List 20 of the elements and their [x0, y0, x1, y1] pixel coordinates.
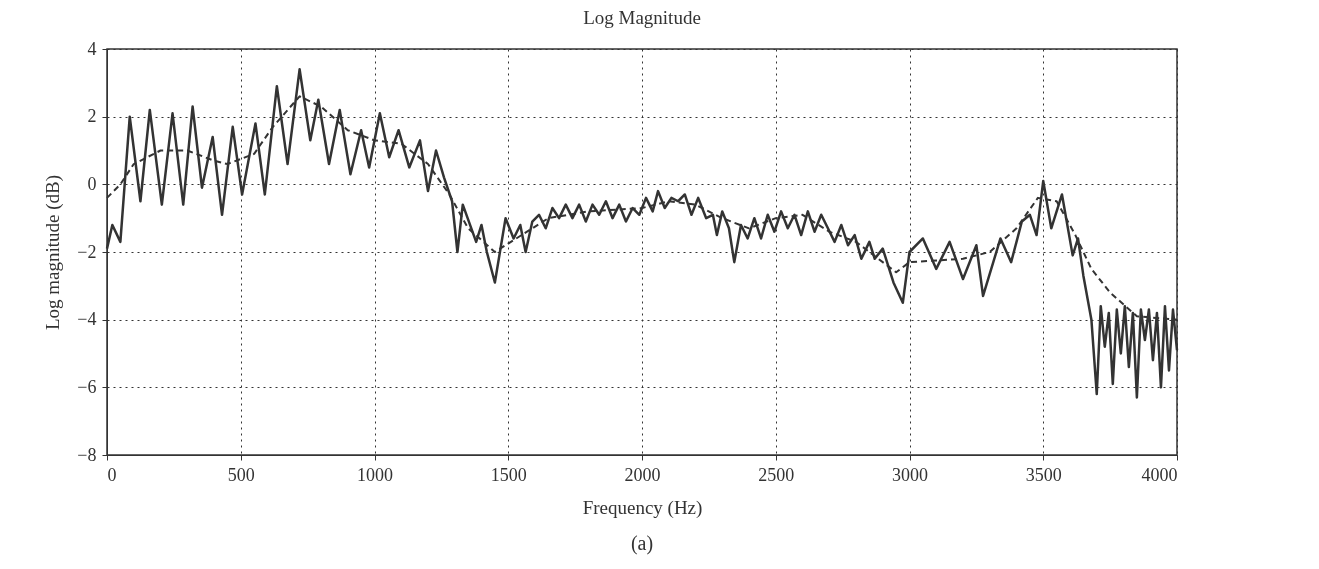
y-axis-title: Log magnitude (dB): [42, 174, 65, 331]
x-tick-label: 2500: [758, 464, 795, 485]
x-tick-label: 3500: [1025, 464, 1062, 485]
x-tick-label: 3000: [892, 464, 928, 485]
y-tick-label: −6: [77, 376, 97, 397]
x-tick-label: 4000: [1141, 464, 1178, 485]
y-tick-label: 2: [87, 106, 97, 127]
x-tick-label: 500: [227, 464, 255, 485]
text: (a): [629, 532, 655, 555]
x-tick-label: 2000: [624, 464, 661, 485]
x-axis-title: Frequency (Hz): [582, 496, 703, 519]
x-tick-label: 1500: [490, 464, 527, 485]
y-tick-label: 0: [87, 173, 97, 194]
y-tick-label: 4: [87, 38, 97, 59]
x-tick-label: 1000: [357, 464, 393, 485]
x-tick-label: 0: [107, 464, 117, 485]
chart-title: Log Magnitude: [583, 7, 701, 28]
y-tick-label: −8: [77, 444, 97, 465]
y-tick-label: −4: [77, 309, 97, 330]
y-tick-label: −2: [77, 241, 97, 262]
